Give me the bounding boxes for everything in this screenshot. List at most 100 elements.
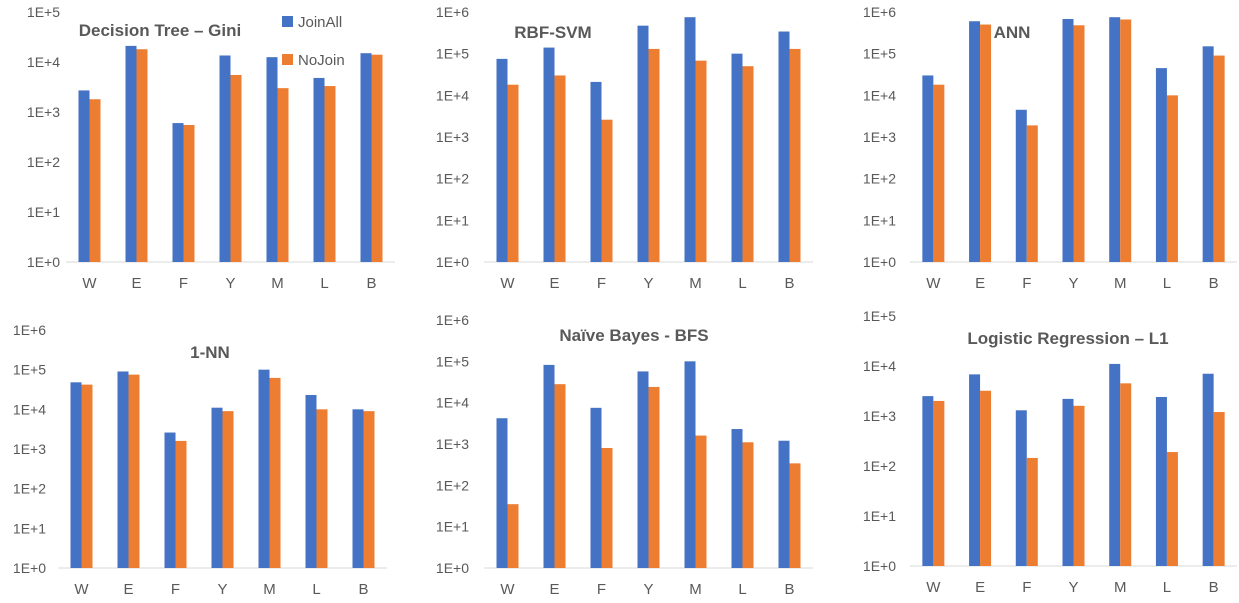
x-tick-label: W	[82, 275, 97, 292]
chart-panel-4: 1E+0 1E+1 1E+2 1E+3 1E+4 1E+5 1E+6 W E F Y M L B 1-NN	[13, 322, 387, 598]
bar-joinall-y	[1062, 398, 1074, 566]
x-tick-label: M	[689, 581, 702, 598]
y-tick-label: 1E+3	[436, 436, 469, 452]
chart-panel-2: 1E+0 1E+1 1E+2 1E+3 1E+4 1E+5 1E+6 W E F Y M L B RBF-S…	[436, 4, 813, 292]
y-tick-label: 1E+6	[13, 322, 46, 338]
y-tick-label: 1E+6	[436, 312, 469, 328]
bar-nojoin-b	[363, 411, 375, 568]
y-tick-label: 1E+4	[27, 54, 60, 70]
bar-joinall-w	[496, 418, 508, 568]
bar-joinall-w	[496, 58, 508, 262]
x-tick-label: L	[1163, 579, 1171, 596]
y-tick-label: 1E+6	[863, 4, 896, 20]
bar-nojoin-w	[933, 400, 945, 566]
x-tick-label: Y	[1068, 579, 1078, 596]
y-tick-label: 1E+1	[27, 204, 60, 220]
legend-swatch-nojoin	[282, 54, 293, 65]
bar-joinall-l	[1155, 68, 1167, 262]
bar-nojoin-b	[371, 54, 383, 262]
y-tick-label: 1E+0	[27, 254, 60, 270]
legend: JoinAll NoJoin	[282, 14, 345, 69]
x-tick-label: L	[312, 581, 320, 598]
y-tick-label: 1E+3	[27, 104, 60, 120]
y-tick-label: 1E+1	[863, 212, 896, 228]
bar-joinall-w	[922, 75, 934, 262]
y-tick-label: 1E+5	[13, 362, 46, 378]
bar-nojoin-f	[175, 440, 187, 568]
y-tick-label: 1E+5	[27, 4, 60, 20]
y-tick-label: 1E+2	[27, 154, 60, 170]
bar-joinall-m	[684, 17, 696, 262]
y-tick-label: 1E+1	[436, 519, 469, 535]
bar-joinall-m	[266, 57, 278, 263]
x-tick-label: M	[1114, 275, 1127, 292]
x-tick-label: W	[74, 581, 89, 598]
y-tick-label: 1E+0	[863, 558, 896, 574]
y-tick-label: 1E+0	[863, 254, 896, 270]
x-tick-label: F	[597, 275, 606, 292]
bar-nojoin-y	[648, 48, 660, 263]
x-tick-label: Y	[643, 275, 653, 292]
bar-joinall-e	[543, 47, 555, 262]
bar-nojoin-y	[1073, 405, 1085, 566]
y-tick-label: 1E+6	[436, 4, 469, 20]
y-tick-label: 1E+3	[13, 441, 46, 457]
bar-joinall-l	[731, 53, 743, 262]
bar-joinall-y	[1062, 18, 1074, 263]
bar-joinall-e	[125, 45, 137, 262]
bar-nojoin-w	[507, 504, 519, 568]
bar-nojoin-w	[933, 84, 945, 262]
x-tick-label: Y	[217, 581, 227, 598]
y-tick-label: 1E+3	[863, 129, 896, 145]
bar-nojoin-e	[980, 390, 992, 566]
bar-joinall-f	[590, 407, 602, 568]
x-tick-label: B	[784, 275, 794, 292]
legend-label-nojoin: NoJoin	[298, 52, 345, 69]
chart-title: Logistic Regression – L1	[967, 329, 1168, 348]
bar-joinall-b	[778, 440, 790, 568]
bar-nojoin-m	[277, 88, 289, 262]
bar-joinall-b	[360, 53, 372, 263]
bar-joinall-y	[211, 407, 223, 568]
bar-nojoin-l	[742, 442, 754, 568]
bar-nojoin-y	[222, 411, 234, 568]
y-tick-label: 1E+1	[13, 520, 46, 536]
bar-nojoin-l	[316, 409, 328, 568]
chart-panel-5: 1E+0 1E+1 1E+2 1E+3 1E+4 1E+5 1E+6 W E F Y M L B Naïve…	[436, 312, 813, 598]
chart-panel-6: 1E+0 1E+1 1E+2 1E+3 1E+4 1E+5 W E F Y M L B Logistic …	[863, 308, 1237, 596]
x-tick-label: F	[171, 581, 180, 598]
x-tick-label: M	[689, 275, 702, 292]
bar-nojoin-f	[1026, 457, 1038, 566]
bar-nojoin-e	[128, 374, 140, 568]
bar-nojoin-e	[980, 24, 992, 262]
bar-nojoin-e	[554, 384, 566, 568]
bar-nojoin-y	[230, 74, 242, 262]
legend-label-joinall: JoinAll	[298, 14, 342, 31]
bar-nojoin-l	[742, 66, 754, 262]
chart-title: RBF-SVM	[514, 23, 591, 42]
x-tick-label: W	[926, 275, 941, 292]
chart-panel-1: 1E+0 1E+1 1E+2 1E+3 1E+4 1E+5 W E F Y M L B Decision …	[27, 4, 395, 292]
x-tick-label: E	[549, 581, 559, 598]
bar-nojoin-l	[1166, 452, 1178, 566]
bar-nojoin-w	[81, 384, 93, 568]
x-tick-label: B	[1209, 275, 1219, 292]
bar-nojoin-f	[183, 124, 195, 262]
y-tick-label: 1E+4	[436, 87, 469, 103]
bar-joinall-f	[164, 432, 176, 568]
bar-joinall-f	[1015, 109, 1027, 263]
x-tick-label: L	[738, 581, 746, 598]
bar-nojoin-b	[1213, 412, 1225, 566]
bar-nojoin-l	[324, 86, 336, 262]
bar-joinall-b	[1202, 373, 1214, 566]
y-tick-label: 1E+0	[13, 560, 46, 576]
x-tick-label: W	[926, 579, 941, 596]
bar-joinall-y	[637, 371, 649, 568]
bar-joinall-f	[1015, 410, 1027, 566]
chart-title: ANN	[994, 23, 1031, 42]
chart-panel-3: 1E+0 1E+1 1E+2 1E+3 1E+4 1E+5 1E+6 W E F Y M L B ANN	[863, 4, 1237, 292]
chart-title: 1-NN	[190, 343, 230, 362]
y-tick-label: 1E+4	[13, 401, 46, 417]
bar-joinall-e	[969, 21, 981, 262]
